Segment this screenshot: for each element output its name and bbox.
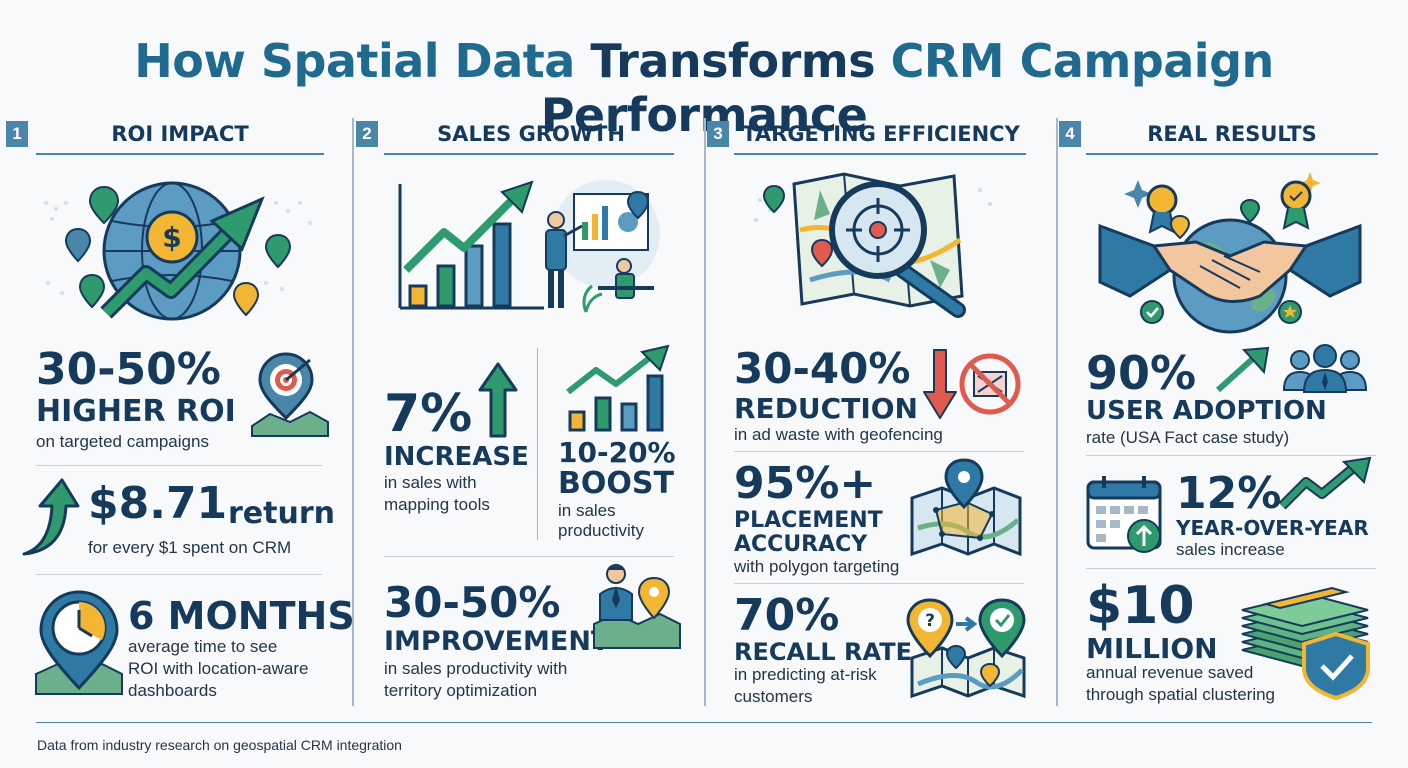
stat-desc-line: mapping tools [384, 495, 490, 514]
stat-value-suffix: return [228, 496, 335, 531]
route-map-icon: ? [906, 598, 1026, 699]
bar-chart-icon [566, 344, 670, 432]
divider [36, 574, 322, 575]
polygon-map-icon [910, 458, 1022, 557]
panel-title: ROI IMPACT [111, 122, 249, 146]
stat-desc-line: in predicting at-risk [734, 665, 877, 684]
panel-title: SALES GROWTH [437, 122, 625, 146]
stat-value: 7% [384, 384, 473, 444]
stat-label: MILLION [1086, 632, 1218, 665]
stat-value: 10-20% [558, 436, 676, 469]
divider [734, 583, 1024, 584]
stat-desc-line: in sales [558, 501, 616, 520]
calendar-icon [1086, 476, 1162, 553]
stat-desc: sales increase [1176, 540, 1285, 559]
panel-title: REAL RESULTS [1147, 122, 1317, 146]
stat-desc: in ad waste with geofencing [734, 425, 943, 444]
stat-label: HIGHER ROI [36, 394, 236, 429]
growth-arrow-icon [1278, 456, 1372, 510]
stat-desc-line: productivity [558, 521, 644, 540]
stat-label-line: PLACEMENT [734, 508, 883, 533]
stat-label: RECALL RATE [734, 638, 912, 666]
stat-label: REDUCTION [734, 392, 918, 425]
page-title: How Spatial Data Transforms CRM Campaign… [134, 34, 1274, 142]
target-map-icon [251, 352, 329, 437]
stat-value: 70% [734, 590, 840, 641]
presenter-icon [545, 180, 660, 313]
panel-title: TARGETING EFFICIENCY [742, 122, 1020, 146]
stat-desc-line: customers [734, 687, 813, 706]
panel-title-underline [36, 153, 324, 155]
stat-value: 30-40% [734, 344, 911, 393]
divider [1086, 455, 1376, 456]
panel-title-underline [384, 153, 674, 155]
users-icon [1282, 344, 1368, 393]
growth-arrow-icon [22, 478, 80, 556]
stat-value: $8.71 [88, 478, 228, 529]
svg-text:?: ? [925, 611, 935, 631]
panel-number: 3 [707, 121, 729, 147]
stat-desc: with polygon targeting [734, 557, 900, 576]
stat-desc-line: ROI with location-aware [128, 659, 309, 678]
stat-desc-line: dashboards [128, 681, 217, 700]
stat-desc-line: through spatial clustering [1086, 685, 1276, 704]
stat-value: 90% [1086, 346, 1197, 400]
stat-desc-line: in sales with [384, 473, 477, 492]
column-divider [352, 118, 354, 706]
stat-value: 12% [1176, 468, 1282, 519]
stat-value: 30-50% [36, 344, 221, 395]
stat-value: 6 MONTHS [128, 594, 355, 638]
bar-chart-icon [398, 180, 544, 310]
businessman-pin-icon [593, 564, 681, 649]
stat-desc: on targeted campaigns [36, 432, 209, 451]
stat-desc-line: annual revenue saved [1086, 663, 1254, 682]
stat-label: YEAR-OVER-YEAR [1176, 516, 1369, 540]
stat-desc: rate (USA Fact case study) [1086, 428, 1290, 447]
divider [1086, 568, 1376, 569]
stat-label: INCREASE [384, 442, 529, 472]
stat-desc-line: in sales productivity with [384, 659, 568, 678]
stat-label: BOOST [558, 466, 674, 501]
clock-pin-icon [35, 590, 123, 695]
stat-label-line: ACCURACY [734, 532, 868, 557]
stat-desc: for every $1 spent on CRM [88, 538, 292, 557]
stat-desc-line: average time to see [128, 637, 278, 656]
inner-divider [537, 348, 538, 540]
panel-number: 2 [356, 121, 378, 147]
money-shield-icon [1241, 586, 1370, 701]
column-divider [1056, 118, 1058, 706]
panel-title-underline [1086, 153, 1378, 155]
stat-value: $10 [1086, 576, 1195, 636]
divider [734, 451, 1024, 452]
footer-note: Data from industry research on geospatia… [37, 737, 402, 753]
stat-value: 95%+ [734, 458, 877, 509]
panel-number: 1 [6, 121, 28, 147]
handshake-globe-icon [1098, 172, 1362, 334]
stat-desc-line: territory optimization [384, 681, 538, 700]
divider [384, 556, 674, 557]
up-arrow-icon [478, 362, 518, 438]
column-divider [704, 118, 706, 706]
stat-value: 30-50% [384, 578, 561, 627]
panel-title-underline [734, 153, 1026, 155]
panel-number: 4 [1059, 121, 1081, 147]
divider [36, 465, 322, 466]
no-ad-icon [959, 353, 1021, 415]
magnifier-map-icon [754, 172, 992, 318]
down-arrow-icon [923, 349, 957, 419]
stat-label: USER ADOPTION [1086, 396, 1327, 426]
globe-dollar-icon: $ [44, 181, 312, 321]
growth-arrow-icon [1215, 346, 1270, 393]
stat-label: IMPROVEMENT [384, 626, 610, 657]
svg-text:$: $ [162, 221, 181, 254]
footer-divider [36, 722, 1372, 723]
